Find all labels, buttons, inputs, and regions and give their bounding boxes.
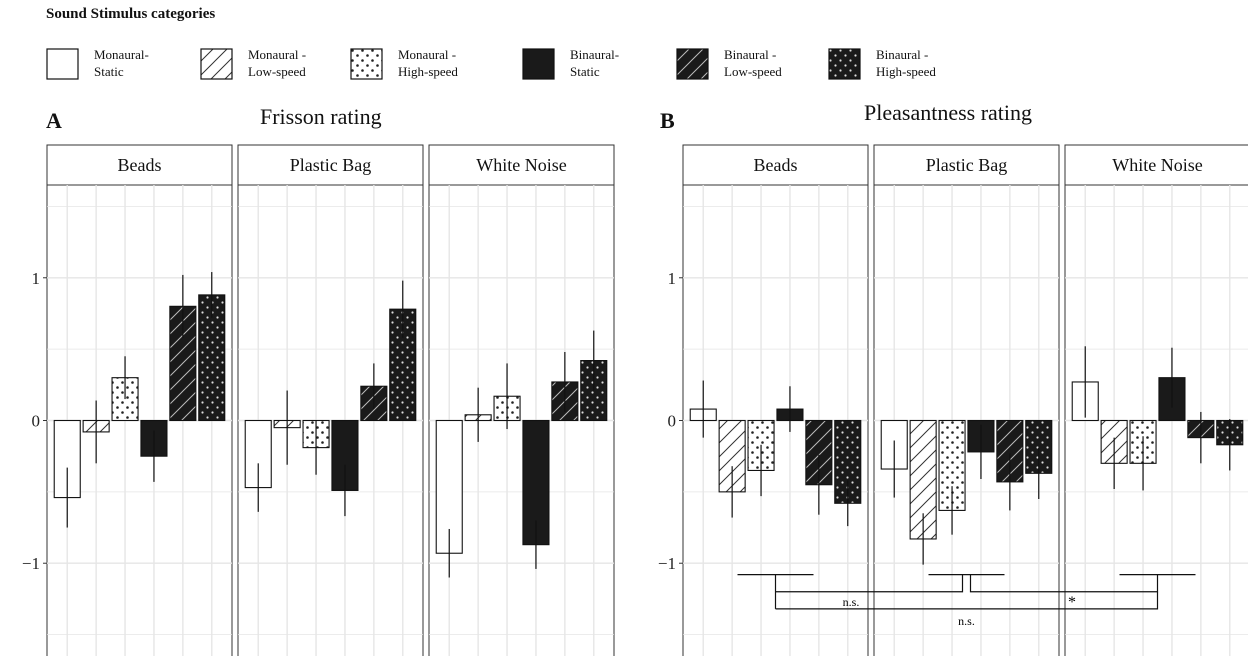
legend-label: Monaural- Static bbox=[94, 47, 149, 79]
facet-label: White Noise bbox=[476, 155, 566, 175]
facet-label: Plastic Bag bbox=[290, 155, 372, 175]
panel-a-letter: A bbox=[46, 108, 62, 133]
legend-swatch bbox=[200, 48, 233, 80]
bar bbox=[198, 294, 226, 422]
facet-label: Beads bbox=[754, 155, 798, 175]
panel-b-letter: B bbox=[660, 108, 675, 133]
facet-strip bbox=[1064, 144, 1248, 186]
panel-b: 1 0 −1 Beads Plastic Bag White Noise n.s. * n.s. bbox=[658, 144, 1248, 656]
y-tick-label: 0 bbox=[32, 412, 41, 431]
facet-label: Plastic Bag bbox=[926, 155, 1008, 175]
panel-a-title: Frisson rating bbox=[260, 104, 382, 129]
facet-label: Beads bbox=[118, 155, 162, 175]
annotation-label: n.s. bbox=[958, 614, 975, 628]
y-tick-label: 1 bbox=[32, 269, 41, 288]
facet-white-noise: White Noise bbox=[428, 144, 615, 656]
facet-beads: Beads bbox=[682, 144, 869, 656]
legend-label: Binaural - Low-speed bbox=[724, 47, 782, 79]
facet-plastic-bag: Plastic Bag bbox=[237, 144, 424, 656]
annotation-label: * bbox=[1068, 594, 1076, 611]
panel-b-title: Pleasantness rating bbox=[864, 100, 1033, 125]
legend-title: Sound Stimulus categories bbox=[46, 6, 216, 22]
legend-swatch bbox=[828, 48, 861, 80]
bracket bbox=[775, 574, 964, 593]
facet-strip bbox=[237, 144, 424, 186]
facet-beads: Beads bbox=[46, 144, 233, 656]
y-tick-label: −1 bbox=[22, 554, 40, 573]
facet-white-noise: White Noise bbox=[1064, 144, 1248, 656]
legend-swatch bbox=[46, 48, 79, 80]
facet-label: White Noise bbox=[1112, 155, 1202, 175]
legend-label: Monaural - High-speed bbox=[398, 47, 458, 79]
facet-strip bbox=[46, 144, 233, 186]
legend-swatch bbox=[350, 48, 383, 80]
legend-label: Binaural - High-speed bbox=[876, 47, 936, 79]
significance-brackets: n.s. * n.s. bbox=[737, 574, 1196, 628]
legend-swatch bbox=[676, 48, 709, 80]
facet-strip bbox=[873, 144, 1060, 186]
y-tick-label: −1 bbox=[658, 554, 676, 573]
annotation-label: n.s. bbox=[843, 595, 860, 609]
panel-a: 1 0 −1 Beads Plastic Bag White Noise bbox=[22, 144, 615, 656]
bracket bbox=[969, 574, 1159, 593]
y-tick-label: 1 bbox=[668, 269, 677, 288]
y-tick-label: 0 bbox=[668, 412, 677, 431]
legend-label: Binaural- Static bbox=[570, 47, 620, 79]
facet-plastic-bag: Plastic Bag bbox=[873, 144, 1060, 656]
legend-label: Monaural - Low-speed bbox=[248, 47, 307, 79]
facet-strip bbox=[428, 144, 615, 186]
legend-swatch bbox=[522, 48, 555, 80]
bracket bbox=[775, 591, 1159, 610]
